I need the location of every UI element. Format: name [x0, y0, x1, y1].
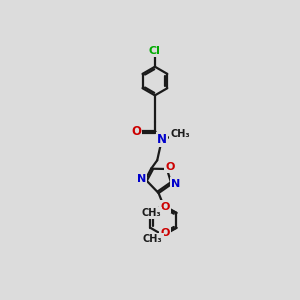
Text: O: O [160, 202, 170, 212]
Text: O: O [131, 125, 141, 138]
Text: N: N [137, 174, 146, 184]
Text: O: O [165, 162, 175, 172]
Text: O: O [161, 228, 170, 238]
Text: N: N [171, 178, 180, 189]
Text: N: N [157, 133, 167, 146]
Text: CH₃: CH₃ [171, 129, 190, 140]
Text: CH₃: CH₃ [141, 208, 161, 218]
Text: Cl: Cl [149, 46, 161, 56]
Text: CH₃: CH₃ [143, 234, 163, 244]
